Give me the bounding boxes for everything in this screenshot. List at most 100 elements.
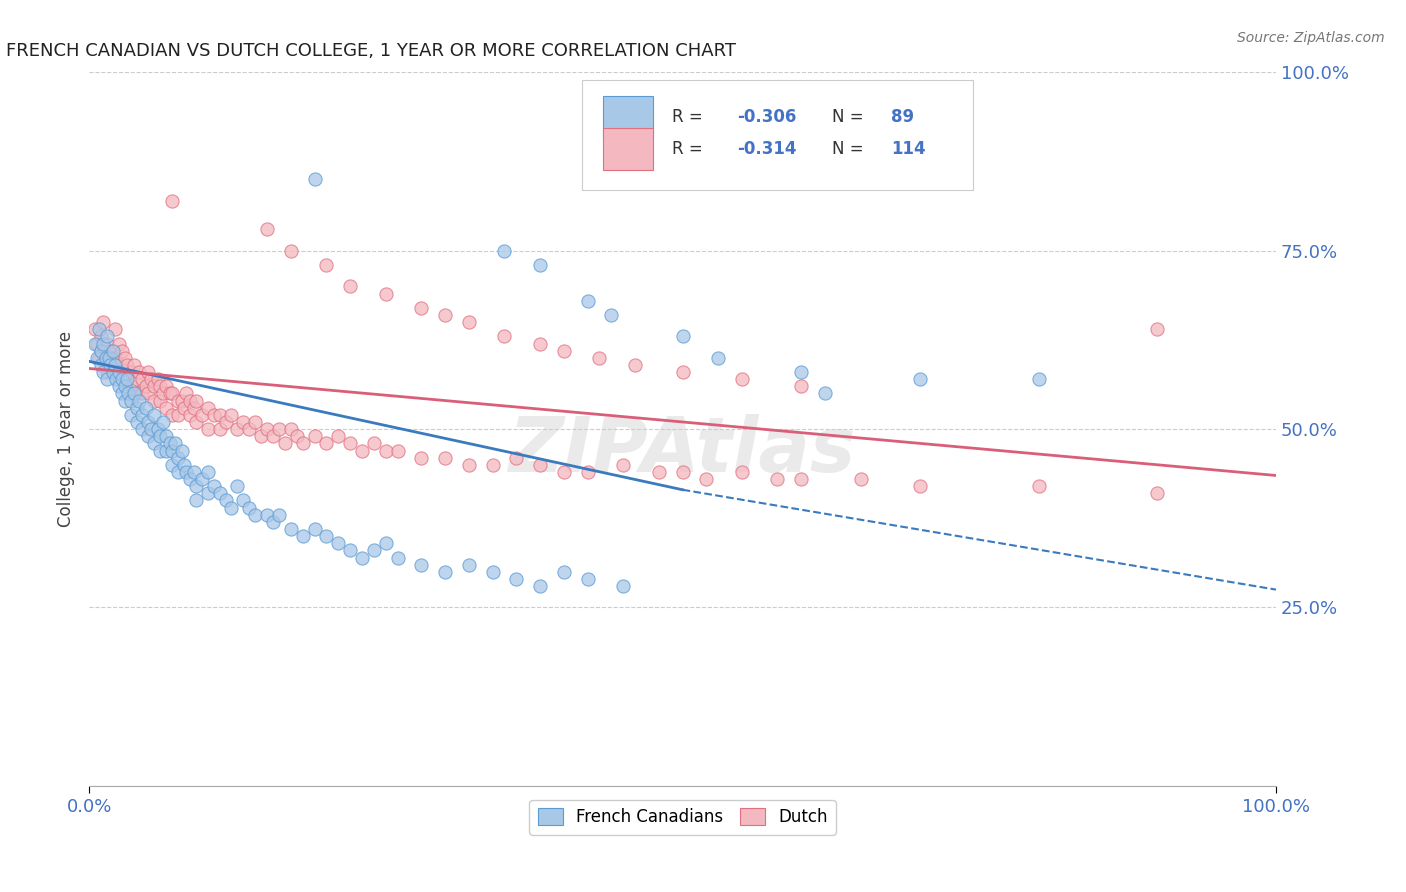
Point xyxy=(285,429,308,443)
Point xyxy=(100,358,122,372)
Point xyxy=(494,329,516,343)
Text: FRENCH CANADIAN VS DUTCH COLLEGE, 1 YEAR OR MORE CORRELATION CHART: FRENCH CANADIAN VS DUTCH COLLEGE, 1 YEAR… xyxy=(6,42,735,60)
Point xyxy=(262,515,284,529)
Point xyxy=(457,458,479,472)
Point xyxy=(159,386,181,401)
Point xyxy=(122,386,145,401)
Point xyxy=(695,472,717,486)
Point xyxy=(173,401,195,415)
Point xyxy=(411,301,433,315)
Point xyxy=(128,365,150,379)
Point xyxy=(1028,479,1050,493)
Point xyxy=(262,429,284,443)
Point xyxy=(304,522,326,536)
Point xyxy=(202,479,225,493)
Point xyxy=(197,465,219,479)
Legend: French Canadians, Dutch: French Canadians, Dutch xyxy=(529,800,835,835)
Point xyxy=(107,379,129,393)
Point xyxy=(152,386,174,401)
Point xyxy=(104,322,127,336)
Point xyxy=(232,493,254,508)
Point xyxy=(176,465,198,479)
Point xyxy=(481,458,503,472)
Point xyxy=(138,429,160,443)
Point xyxy=(86,336,108,351)
Point xyxy=(90,343,112,358)
Point xyxy=(125,401,148,415)
Point xyxy=(131,386,153,401)
Point xyxy=(553,565,575,579)
Point xyxy=(648,465,671,479)
Point xyxy=(529,336,551,351)
Point xyxy=(250,429,273,443)
Point xyxy=(339,279,361,293)
Point xyxy=(138,386,160,401)
Point xyxy=(315,436,337,450)
Point xyxy=(707,351,730,365)
Point xyxy=(457,558,479,572)
Point xyxy=(221,408,243,422)
Point xyxy=(457,315,479,329)
Point xyxy=(339,543,361,558)
Point xyxy=(387,443,409,458)
Point xyxy=(167,408,190,422)
Point xyxy=(202,408,225,422)
Point xyxy=(339,436,361,450)
Point xyxy=(138,415,160,429)
Point xyxy=(328,429,350,443)
Point xyxy=(111,386,134,401)
Point xyxy=(173,458,195,472)
Point xyxy=(111,372,134,386)
Point xyxy=(115,372,138,386)
Point xyxy=(114,351,136,365)
Point xyxy=(138,365,160,379)
Point xyxy=(790,472,813,486)
Point xyxy=(143,393,166,408)
Point xyxy=(94,351,117,365)
Point xyxy=(226,479,249,493)
Point xyxy=(191,472,214,486)
Point xyxy=(111,343,134,358)
Point xyxy=(107,365,129,379)
Point xyxy=(84,322,107,336)
Point xyxy=(120,365,142,379)
Point xyxy=(90,358,112,372)
Point xyxy=(280,522,302,536)
Point xyxy=(139,372,162,386)
Point xyxy=(280,422,302,436)
Point xyxy=(328,536,350,550)
Point xyxy=(167,393,190,408)
Point xyxy=(91,336,114,351)
Point xyxy=(120,408,142,422)
Point xyxy=(155,379,177,393)
Point xyxy=(238,500,260,515)
Point xyxy=(245,508,267,522)
Point xyxy=(226,422,249,436)
Point xyxy=(149,379,172,393)
FancyBboxPatch shape xyxy=(603,128,652,170)
Point xyxy=(101,343,124,358)
Point xyxy=(167,450,190,465)
Point xyxy=(146,422,169,436)
Point xyxy=(814,386,837,401)
Point xyxy=(179,393,201,408)
Point xyxy=(280,244,302,258)
Point xyxy=(122,358,145,372)
Point xyxy=(529,458,551,472)
Point xyxy=(184,493,207,508)
Point xyxy=(125,415,148,429)
Point xyxy=(170,393,193,408)
Point xyxy=(221,500,243,515)
FancyBboxPatch shape xyxy=(603,96,652,138)
Text: -0.306: -0.306 xyxy=(737,108,796,126)
Point xyxy=(152,415,174,429)
Point xyxy=(1028,372,1050,386)
Point xyxy=(160,458,183,472)
Point xyxy=(143,379,166,393)
Point xyxy=(624,358,647,372)
Point xyxy=(167,465,190,479)
Point xyxy=(125,386,148,401)
Point xyxy=(149,429,172,443)
Point xyxy=(115,358,138,372)
Point xyxy=(183,401,205,415)
